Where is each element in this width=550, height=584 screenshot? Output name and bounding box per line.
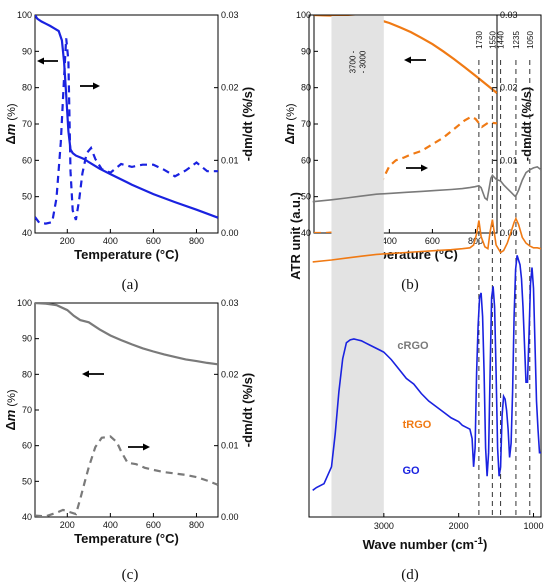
y-left-tick-label: 40	[22, 512, 32, 522]
caption-b: (b)	[401, 277, 419, 293]
x-tick-label: 400	[382, 236, 397, 246]
mass-loss-line	[35, 15, 218, 219]
y-right-axis-label: -dm/dt (%/s)	[240, 373, 255, 447]
x-tick-label: 400	[103, 520, 118, 530]
peak-label-1730: 1730	[475, 31, 484, 49]
y-right-axis-label: -dm/dt (%/s)	[519, 87, 534, 161]
y-left-tick-label: 60	[22, 441, 32, 451]
shaded-region	[331, 16, 384, 516]
x-tick-label: 600	[146, 520, 161, 530]
x-tick-label: 800	[189, 236, 204, 246]
mass-loss-line	[35, 303, 218, 366]
y-right-tick-label: 0.01	[500, 155, 518, 165]
y-left-tick-label: 70	[22, 405, 32, 415]
y-right-axis-label: -dm/dt (%/s)	[240, 87, 255, 161]
x-tick-label: 400	[103, 236, 118, 246]
y-axis-label: ATR unit (a.u.)	[288, 192, 303, 280]
y-left-tick-label: 50	[22, 476, 32, 486]
y-left-axis-label: Δm (%)	[3, 103, 18, 144]
arrow-left-axis-head	[82, 370, 89, 378]
y-right-tick-label: 0.00	[500, 228, 518, 238]
x-tick-label: 2000	[449, 521, 469, 531]
caption-a: (a)	[122, 277, 139, 293]
y-left-tick-label: 80	[301, 83, 311, 93]
y-right-tick-label: 0.02	[221, 369, 239, 379]
y-right-tick-label: 0.00	[221, 228, 239, 238]
x-tick-label: 600	[146, 236, 161, 246]
x-tick-label: 600	[425, 236, 440, 246]
y-left-tick-label: 70	[301, 119, 311, 129]
y-left-tick-label: 60	[22, 155, 32, 165]
y-left-tick-label: 40	[22, 228, 32, 238]
peak-label-1235: 1235	[512, 31, 521, 49]
panel-d: 3700 -- 3000 1730 1550 1440 1235 1050 3000 2000…	[288, 14, 544, 553]
y-left-axis-label: Δm (%)	[282, 103, 297, 144]
y-left-tick-label: 70	[22, 119, 32, 129]
arrow-left-axis-head	[404, 56, 411, 64]
tRGO-spectrum	[312, 216, 541, 263]
plot-frame	[308, 14, 542, 518]
y-left-tick-label: 60	[301, 155, 311, 165]
y-right-tick-label: 0.03	[221, 10, 239, 20]
panel-c: 200 400 600 800 40 50 60 70 80 90 100 0.00 0.01 0.02 0…	[3, 298, 255, 546]
panel-a: 200 400 600 800 40 50 60 70 80 90 100 0.00 0.01 0.02 0…	[3, 10, 255, 262]
y-left-tick-label: 90	[22, 334, 32, 344]
y-left-tick-label: 90	[301, 46, 311, 56]
peak-label-1050: 1050	[526, 31, 535, 49]
y-left-tick-label: 80	[22, 369, 32, 379]
y-left-tick-label: 50	[301, 192, 311, 202]
y-left-tick-label: 50	[22, 192, 32, 202]
GO-label: GO	[402, 465, 420, 477]
y-left-tick-label: 80	[22, 83, 32, 93]
y-right-tick-label: 0.03	[221, 298, 239, 308]
arrow-left-axis-head	[37, 57, 44, 65]
y-left-tick-label: 100	[17, 10, 32, 20]
caption-d: (d)	[401, 567, 419, 583]
x-tick-label: 1000	[524, 521, 544, 531]
arrow-right-axis-head	[143, 443, 150, 451]
x-axis-label: Temperature (°C)	[74, 531, 179, 546]
cRGO-label: cRGO	[397, 340, 429, 352]
plot-frame	[34, 302, 219, 518]
rate-dashed-line	[35, 435, 218, 517]
caption-c: (c)	[122, 567, 139, 583]
y-right-tick-label: 0.02	[500, 83, 518, 93]
y-right-tick-label: 0.00	[221, 512, 239, 522]
cRGO-spectrum	[312, 166, 541, 203]
y-left-tick-label: 100	[17, 298, 32, 308]
peak-label-1440: 1440	[497, 31, 506, 49]
peak-label-1550: 1550	[488, 31, 497, 49]
x-tick-label: 800	[189, 520, 204, 530]
arrow-right-axis-head	[93, 82, 100, 90]
arrow-right-axis-head	[421, 164, 428, 172]
shaded-region-label: 3700 -- 3000	[349, 50, 368, 73]
x-tick-label: 200	[60, 520, 75, 530]
y-left-tick-label: 100	[296, 10, 311, 20]
y-right-tick-label: 0.02	[221, 83, 239, 93]
rate-dashed-line	[35, 38, 218, 225]
y-right-tick-label: 0.01	[221, 155, 239, 165]
tRGO-label: tRGO	[403, 419, 432, 431]
x-axis-label: Wave number (cm-1)	[363, 536, 488, 553]
x-tick-label: 200	[60, 236, 75, 246]
x-tick-label: 3000	[374, 521, 394, 531]
x-axis-label: Temperature (°C)	[74, 247, 179, 262]
y-left-tick-label: 90	[22, 46, 32, 56]
y-left-axis-label: Δm (%)	[3, 389, 18, 430]
y-right-tick-label: 0.01	[221, 441, 239, 451]
GO-spectrum	[312, 255, 541, 491]
y-left-tick-label: 40	[301, 228, 311, 238]
